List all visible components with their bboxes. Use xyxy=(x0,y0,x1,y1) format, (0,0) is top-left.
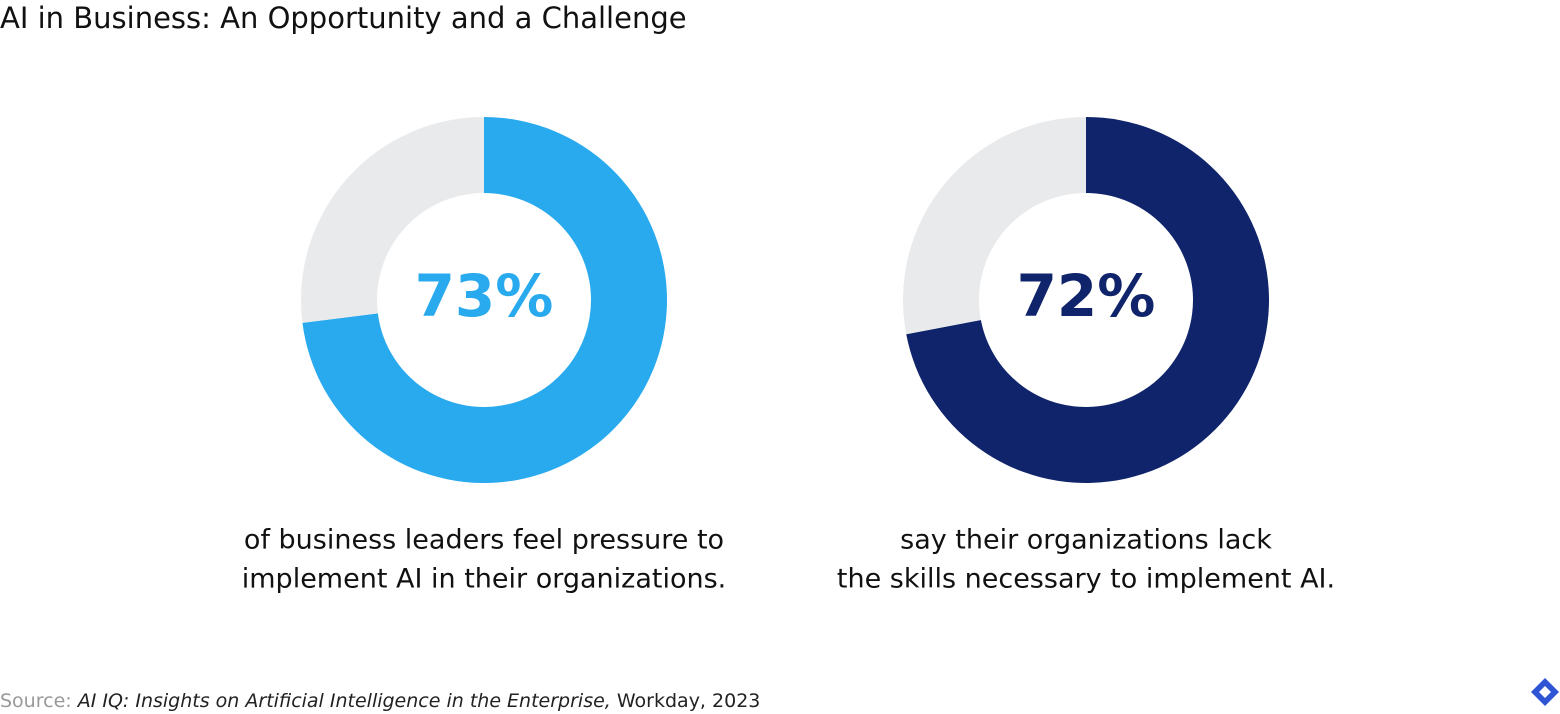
caption: the skills necessary to implement AI. xyxy=(837,564,1335,595)
center-value: 73% xyxy=(415,262,554,330)
caption: implement AI in their organizations. xyxy=(242,564,726,595)
source-rest: Workday, 2023 xyxy=(617,690,761,712)
title: AI in Business: An Opportunity and a Cha… xyxy=(0,1,687,35)
source: Source: AI IQ: Insights on Artificial In… xyxy=(0,690,760,712)
donut-segment xyxy=(903,117,1086,335)
source-prefix: Source: xyxy=(0,690,72,712)
donut-segment xyxy=(302,117,668,483)
logo xyxy=(1531,678,1559,706)
center-value: 72% xyxy=(1017,262,1156,330)
donut-segment xyxy=(301,117,484,323)
donut-segment xyxy=(906,117,1269,484)
caption: of business leaders feel pressure to xyxy=(244,525,724,556)
source-title: AI IQ: Insights on Artificial Intelligen… xyxy=(76,690,611,712)
caption: say their organizations lack xyxy=(900,525,1272,556)
